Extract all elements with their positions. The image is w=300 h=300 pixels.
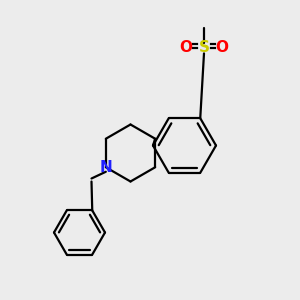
Text: O: O	[179, 40, 193, 56]
Text: S: S	[199, 40, 209, 56]
Text: O: O	[215, 40, 229, 56]
Text: N: N	[99, 160, 112, 175]
